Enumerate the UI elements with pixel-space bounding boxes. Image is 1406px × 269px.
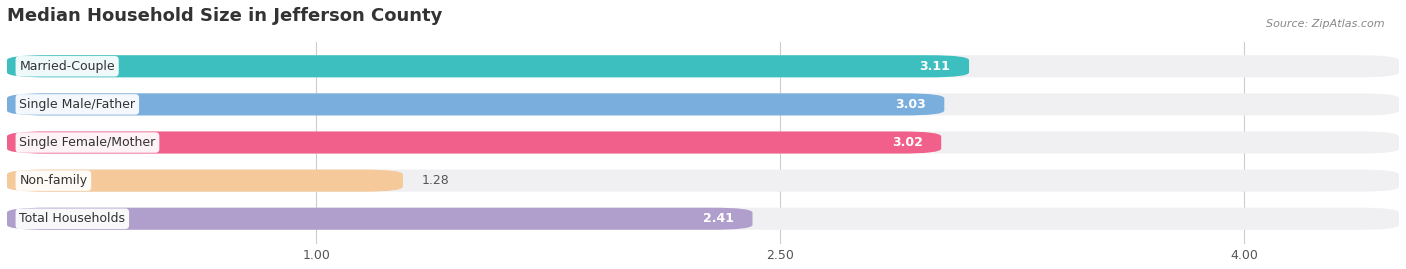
Text: 3.11: 3.11	[920, 60, 950, 73]
Text: Source: ZipAtlas.com: Source: ZipAtlas.com	[1267, 19, 1385, 29]
FancyBboxPatch shape	[7, 55, 969, 77]
Text: 2.41: 2.41	[703, 212, 734, 225]
FancyBboxPatch shape	[7, 132, 941, 154]
FancyBboxPatch shape	[7, 208, 1399, 230]
FancyBboxPatch shape	[7, 93, 945, 115]
Text: Total Households: Total Households	[20, 212, 125, 225]
Text: 3.03: 3.03	[896, 98, 925, 111]
FancyBboxPatch shape	[7, 169, 404, 192]
FancyBboxPatch shape	[7, 208, 752, 230]
Text: 3.02: 3.02	[891, 136, 922, 149]
Text: Median Household Size in Jefferson County: Median Household Size in Jefferson Count…	[7, 7, 443, 25]
FancyBboxPatch shape	[7, 132, 1399, 154]
Text: Non-family: Non-family	[20, 174, 87, 187]
Text: Single Female/Mother: Single Female/Mother	[20, 136, 156, 149]
Text: 1.28: 1.28	[422, 174, 450, 187]
FancyBboxPatch shape	[7, 55, 1399, 77]
Text: Single Male/Father: Single Male/Father	[20, 98, 135, 111]
FancyBboxPatch shape	[7, 93, 1399, 115]
Text: Married-Couple: Married-Couple	[20, 60, 115, 73]
FancyBboxPatch shape	[7, 169, 1399, 192]
